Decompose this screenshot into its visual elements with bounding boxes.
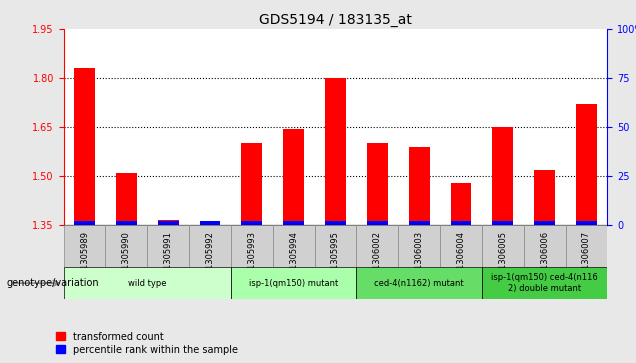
Bar (409, 221, 429, 225)
Bar (367, 143, 388, 225)
Bar (283, 221, 304, 225)
Bar (74, 221, 95, 225)
Bar (492, 221, 513, 225)
Text: isp-1(qm150) ced-4(n116
2) double mutant: isp-1(qm150) ced-4(n116 2) double mutant (491, 273, 598, 293)
Text: GSM1306005: GSM1306005 (499, 231, 508, 287)
Bar (116, 221, 137, 225)
Bar (242, 221, 262, 225)
Bar (74, 68, 95, 225)
Bar (231, 268, 356, 299)
Bar (534, 221, 555, 225)
Text: GSM1306003: GSM1306003 (415, 231, 424, 287)
Bar (242, 143, 262, 225)
Bar (356, 268, 482, 299)
Bar (273, 225, 315, 267)
Bar (367, 221, 388, 225)
Bar (576, 221, 597, 225)
Bar (482, 225, 523, 267)
Text: GSM1305990: GSM1305990 (122, 231, 131, 287)
Bar (158, 221, 179, 225)
Text: GSM1306002: GSM1306002 (373, 231, 382, 287)
Text: GSM1306004: GSM1306004 (457, 231, 466, 287)
Text: GSM1305994: GSM1305994 (289, 231, 298, 287)
Bar (356, 225, 398, 267)
Bar (534, 170, 555, 225)
Bar (200, 224, 221, 225)
Bar (576, 104, 597, 225)
Bar (482, 268, 607, 299)
Bar (325, 78, 346, 225)
Text: ced-4(n1162) mutant: ced-4(n1162) mutant (375, 279, 464, 287)
Bar (523, 225, 565, 267)
Text: GSM1306006: GSM1306006 (540, 231, 549, 287)
Bar (189, 225, 231, 267)
Text: GSM1306007: GSM1306007 (582, 231, 591, 287)
Text: GSM1305991: GSM1305991 (163, 231, 172, 287)
Text: GSM1305993: GSM1305993 (247, 231, 256, 287)
Bar (409, 147, 429, 225)
Bar (325, 221, 346, 225)
Bar (315, 225, 356, 267)
Bar (565, 225, 607, 267)
Bar (106, 225, 148, 267)
Text: GSM1305995: GSM1305995 (331, 231, 340, 287)
Bar (64, 268, 231, 299)
Bar (158, 220, 179, 225)
Text: genotype/variation: genotype/variation (6, 278, 99, 288)
Title: GDS5194 / 183135_at: GDS5194 / 183135_at (259, 13, 412, 26)
Bar (200, 221, 221, 225)
Bar (64, 225, 106, 267)
Text: GSM1305989: GSM1305989 (80, 231, 89, 287)
Bar (231, 225, 273, 267)
Bar (440, 225, 482, 267)
Legend: transformed count, percentile rank within the sample: transformed count, percentile rank withi… (56, 331, 238, 355)
Text: isp-1(qm150) mutant: isp-1(qm150) mutant (249, 279, 338, 287)
Bar (148, 225, 189, 267)
Bar (283, 129, 304, 225)
Bar (450, 183, 471, 225)
Text: GSM1305992: GSM1305992 (205, 231, 214, 287)
Bar (398, 225, 440, 267)
Bar (116, 173, 137, 225)
Bar (492, 127, 513, 225)
Bar (450, 221, 471, 225)
Text: wild type: wild type (128, 279, 167, 287)
